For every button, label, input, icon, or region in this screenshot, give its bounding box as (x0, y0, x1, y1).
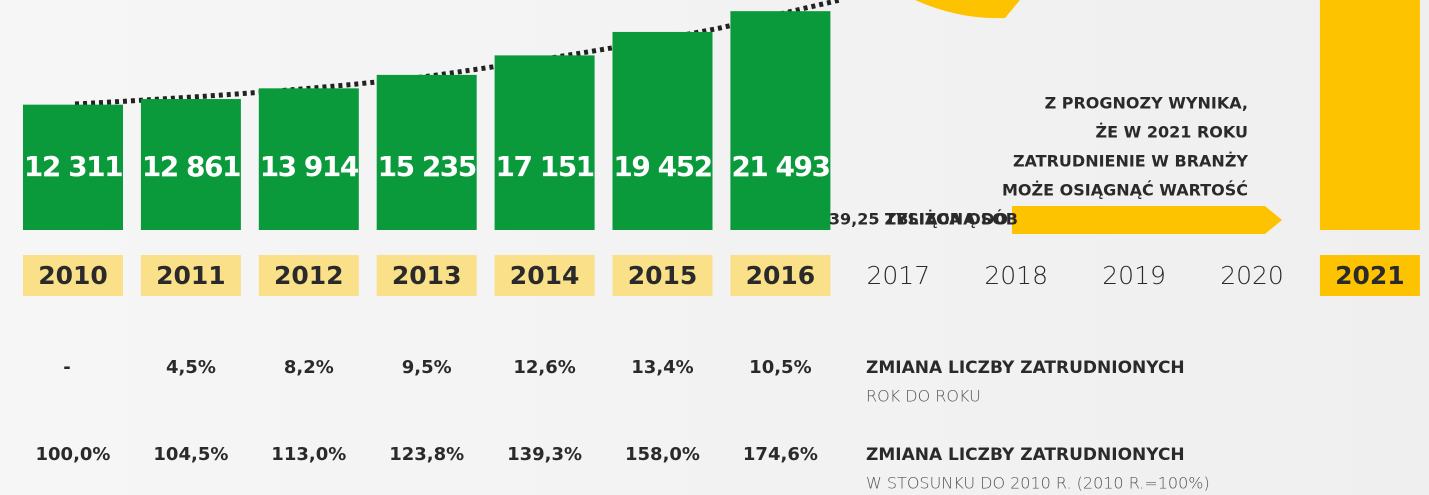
bar-label: 19 452 (613, 150, 711, 183)
bar-label: 12 311 (24, 150, 122, 183)
table-cell: 113,0% (271, 444, 346, 465)
bar-label: 13 914 (260, 150, 359, 183)
table-cell: 12,6% (513, 357, 575, 378)
bar (23, 104, 123, 230)
bar-label: 17 151 (496, 150, 594, 183)
row-title: ZMIANA LICZBY ZATRUDNIONYCH (866, 445, 1185, 465)
x-tick-label: 2012 (274, 261, 344, 290)
bar (730, 11, 831, 230)
x-tick-label: 2013 (392, 261, 462, 290)
label-arrow (1012, 206, 1282, 234)
bar (494, 55, 595, 230)
bar-label: 12 861 (142, 150, 240, 183)
annotation: ZATRUDNIENIE W BRANŻY (1013, 152, 1248, 171)
x-tick-label: 2015 (628, 261, 698, 290)
year-box (140, 255, 241, 296)
x-tick-label: 2018 (984, 261, 1048, 290)
decor-wedge (915, 0, 1020, 19)
x-tick-label: 2020 (1220, 261, 1284, 290)
table-cell: 104,5% (153, 444, 228, 465)
bar (1319, 0, 1420, 230)
table-cell: 158,0% (625, 444, 700, 465)
table-cell: 10,5% (749, 357, 811, 378)
bar (612, 31, 713, 231)
bar (376, 74, 477, 230)
x-tick-label: 2019 (1102, 261, 1166, 290)
table-cell: 9,5% (402, 357, 452, 378)
row-title: ZMIANA LICZBY ZATRUDNIONYCH (866, 358, 1185, 378)
table-cell: 100,0% (36, 444, 111, 465)
bar (140, 99, 241, 230)
x-tick-label: 2011 (156, 261, 226, 290)
year-box (23, 255, 123, 296)
annotation: Z PROGNOZY WYNIKA, (1045, 94, 1248, 113)
row-subtitle: ROK DO ROKU (866, 387, 981, 406)
x-tick-label: 2021 (1335, 261, 1405, 290)
annotation: MOŻE OSIĄGNĄĆ WARTOŚĆ (1002, 181, 1248, 200)
table-cell: 174,6% (743, 444, 818, 465)
table-cell: 123,8% (389, 444, 464, 465)
forecast-label: 39,25 TYSIĄCA OSÓB (829, 210, 1018, 229)
table-cell: 139,3% (507, 444, 582, 465)
year-box (376, 255, 477, 296)
year-box (730, 255, 831, 296)
table-cell: 8,2% (284, 357, 334, 378)
year-box (612, 255, 713, 296)
row-subtitle: W STOSUNKU DO 2010 R. (2010 R.=100%) (866, 474, 1210, 493)
table-cell: 13,4% (631, 357, 693, 378)
year-box (258, 255, 359, 296)
year-box (1319, 255, 1420, 296)
table-cell: 4,5% (166, 357, 216, 378)
annotation: ZBLIŻONĄ DO (885, 210, 1008, 229)
bar-label: 15 235 (378, 150, 476, 183)
x-tick-label: 2010 (38, 261, 108, 290)
x-tick-label: 2016 (746, 261, 816, 290)
year-box (494, 255, 595, 296)
bar-label: 21 493 (731, 150, 829, 183)
bar (258, 88, 359, 230)
annotation: ŻE W 2021 ROKU (1096, 123, 1248, 142)
x-tick-label: 2014 (510, 261, 580, 290)
x-tick-label: 2017 (866, 261, 930, 290)
table-cell: - (63, 357, 70, 378)
